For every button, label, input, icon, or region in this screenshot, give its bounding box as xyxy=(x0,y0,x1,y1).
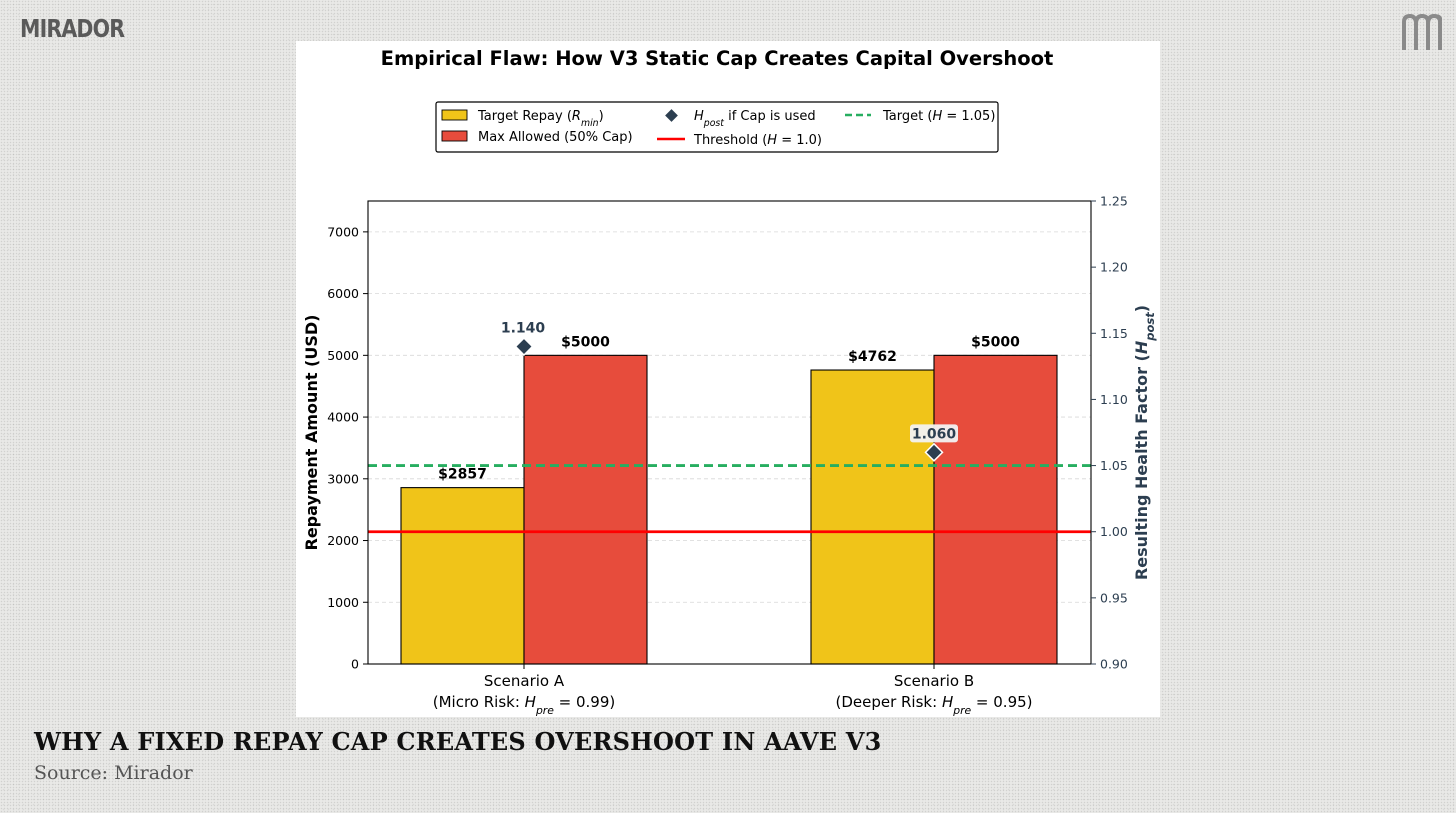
y2-tick-label: 1.25 xyxy=(1100,194,1128,209)
bar-value-label: $2857 xyxy=(438,467,487,483)
y2-axis-title: Resulting Health Factor (Hpost) xyxy=(1132,305,1157,580)
bar-value-label: $5000 xyxy=(561,334,610,350)
legend-swatch xyxy=(441,130,468,142)
y2-tick-label: 1.15 xyxy=(1100,326,1128,341)
y-tick-label: 1000 xyxy=(327,595,359,610)
y-tick-label: 6000 xyxy=(327,286,359,301)
legend-label: Hpost if Cap is used xyxy=(694,109,816,129)
chart-panel: Empirical Flaw: How V3 Static Cap Create… xyxy=(296,41,1160,717)
hpost-marker xyxy=(514,336,534,357)
hpost-value-label: 1.060 xyxy=(912,426,957,442)
x-tick-label: Scenario A xyxy=(484,672,565,690)
legend-item: Target (H = 1.05) xyxy=(845,109,995,124)
plot-frame xyxy=(367,200,1092,665)
legend: Target Repay (Rmin)Max Allowed (50% Cap)… xyxy=(435,101,999,153)
legend-item: Target Repay (Rmin) xyxy=(441,109,604,129)
legend-swatch xyxy=(441,109,468,121)
y2-tick-label: 1.10 xyxy=(1100,392,1128,407)
bar xyxy=(523,354,648,665)
y-tick-label: 3000 xyxy=(327,471,359,486)
caption-title: WHY A FIXED REPAY CAP CREATES OVERSHOOT … xyxy=(34,727,882,756)
y-tick-label: 2000 xyxy=(327,533,359,548)
x-tick-label: Scenario B xyxy=(894,672,974,690)
brand-wordmark: MIRADOR xyxy=(20,14,125,43)
legend-item: Max Allowed (50% Cap) xyxy=(441,130,633,145)
y2-tick-label: 1.05 xyxy=(1100,458,1128,473)
y-tick-label: 7000 xyxy=(327,224,359,239)
caption-source: Source: Mirador xyxy=(34,762,193,784)
bar xyxy=(933,354,1058,665)
bar-chart: Empirical Flaw: How V3 Static Cap Create… xyxy=(302,47,1157,717)
hpost-value-label: 1.140 xyxy=(501,321,546,337)
hpost-label-box xyxy=(910,424,958,443)
legend-label: Threshold (H = 1.0) xyxy=(693,133,822,148)
bar-value-label: $4762 xyxy=(848,349,897,365)
legend-item: Threshold (H = 1.0) xyxy=(657,133,822,148)
y-tick-label: 5000 xyxy=(327,348,359,363)
bar xyxy=(400,487,525,665)
hpost-marker xyxy=(924,442,944,462)
y2-tick-label: 0.95 xyxy=(1100,590,1128,605)
legend-label: Target Repay (Rmin) xyxy=(477,109,604,129)
bar xyxy=(810,369,935,665)
chart-title: Empirical Flaw: How V3 Static Cap Create… xyxy=(381,47,1054,70)
y2-tick-label: 1.20 xyxy=(1100,260,1128,275)
y2-tick-label: 0.90 xyxy=(1100,657,1128,672)
y-tick-label: 0 xyxy=(351,657,359,672)
y-axis-title: Repayment Amount (USD) xyxy=(302,315,321,551)
x-tick-sublabel: (Micro Risk: Hpre = 0.99) xyxy=(433,693,615,717)
x-tick-sublabel: (Deeper Risk: Hpre = 0.95) xyxy=(835,693,1032,717)
y2-tick-label: 1.00 xyxy=(1100,524,1128,539)
bar-value-label: $5000 xyxy=(971,334,1020,350)
legend-label: Target (H = 1.05) xyxy=(882,109,995,124)
y-tick-label: 4000 xyxy=(327,410,359,425)
legend-label: Max Allowed (50% Cap) xyxy=(478,130,633,145)
mirador-m-logo-icon xyxy=(1402,14,1442,50)
